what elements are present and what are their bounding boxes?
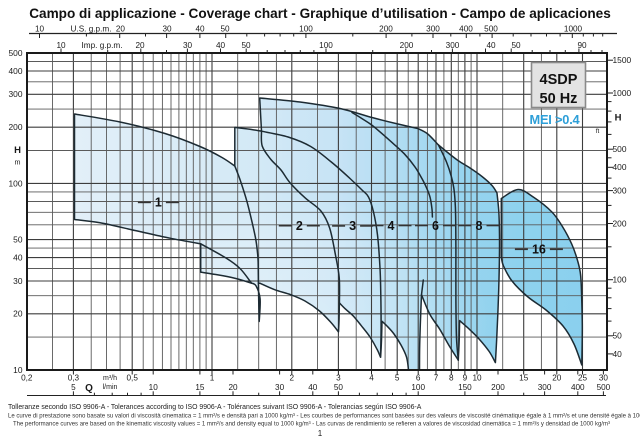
svg-text:7: 7 (434, 374, 439, 383)
svg-text:2: 2 (296, 219, 303, 233)
svg-text:200: 200 (400, 41, 414, 50)
svg-text:100: 100 (9, 178, 23, 188)
svg-text:100: 100 (613, 275, 627, 285)
svg-text:100: 100 (319, 41, 333, 50)
svg-text:6: 6 (432, 219, 439, 233)
svg-text:1000: 1000 (564, 25, 583, 34)
svg-text:30: 30 (13, 276, 23, 286)
svg-text:400: 400 (9, 66, 23, 76)
svg-text:40: 40 (195, 25, 205, 34)
svg-text:20: 20 (228, 383, 238, 392)
svg-text:500: 500 (613, 144, 627, 154)
svg-text:10: 10 (35, 25, 45, 34)
svg-text:20: 20 (552, 374, 562, 383)
svg-text:50: 50 (13, 235, 23, 245)
svg-text:300: 300 (446, 41, 460, 50)
svg-text:1500: 1500 (613, 55, 632, 65)
svg-text:0,3: 0,3 (68, 374, 80, 383)
svg-text:1000: 1000 (613, 88, 632, 98)
svg-text:30: 30 (183, 41, 193, 50)
svg-text:Tolleranze secondo ISO 9906-A: Tolleranze secondo ISO 9906-A - Toleranc… (8, 404, 422, 411)
svg-text:The performance curves are bas: The performance curves are based on the … (13, 422, 610, 428)
svg-text:500: 500 (484, 25, 498, 34)
svg-text:500: 500 (9, 48, 23, 58)
svg-text:1: 1 (155, 196, 162, 210)
svg-text:1: 1 (210, 374, 215, 383)
svg-text:40: 40 (216, 41, 226, 50)
svg-text:20: 20 (116, 25, 126, 34)
svg-text:400: 400 (571, 383, 585, 392)
svg-text:0,2: 0,2 (21, 374, 33, 383)
svg-text:MEI >0.4: MEI >0.4 (530, 112, 581, 127)
svg-text:200: 200 (9, 122, 23, 132)
svg-text:50: 50 (241, 41, 251, 50)
svg-text:4SDP: 4SDP (540, 72, 578, 88)
svg-text:300: 300 (426, 25, 440, 34)
svg-text:100: 100 (299, 25, 313, 34)
svg-text:3: 3 (349, 219, 356, 233)
svg-text:40: 40 (13, 253, 23, 263)
svg-text:50: 50 (511, 41, 521, 50)
svg-text:10: 10 (13, 365, 23, 375)
svg-text:0,5: 0,5 (127, 374, 139, 383)
svg-text:50 Hz: 50 Hz (540, 91, 578, 107)
svg-text:500: 500 (597, 383, 611, 392)
svg-text:ft: ft (596, 128, 600, 135)
svg-text:300: 300 (9, 89, 23, 99)
svg-text:8: 8 (476, 219, 483, 233)
svg-text:400: 400 (459, 25, 473, 34)
svg-text:90: 90 (577, 41, 587, 50)
svg-text:4: 4 (369, 374, 374, 383)
svg-text:40: 40 (613, 349, 623, 359)
svg-text:5: 5 (71, 383, 76, 392)
svg-text:15: 15 (519, 374, 529, 383)
svg-text:10: 10 (149, 383, 159, 392)
svg-text:10: 10 (56, 41, 66, 50)
svg-text:H: H (615, 113, 622, 124)
svg-text:U.S. g.p.m.: U.S. g.p.m. (71, 25, 112, 34)
svg-text:200: 200 (379, 25, 393, 34)
svg-text:1: 1 (318, 429, 323, 438)
svg-text:Imp. g.p.m.: Imp. g.p.m. (82, 41, 123, 50)
svg-text:400: 400 (613, 162, 627, 172)
svg-text:200: 200 (613, 218, 627, 228)
svg-text:30: 30 (599, 374, 609, 383)
svg-text:50: 50 (220, 25, 230, 34)
svg-text:6: 6 (416, 374, 421, 383)
svg-text:25: 25 (578, 374, 588, 383)
svg-text:3: 3 (336, 374, 341, 383)
svg-text:Le curve di prestazione sono b: Le curve di prestazione sono basate su v… (8, 414, 640, 420)
svg-text:10: 10 (472, 374, 482, 383)
svg-text:9: 9 (463, 374, 468, 383)
svg-text:5: 5 (395, 374, 400, 383)
svg-text:200: 200 (491, 383, 505, 392)
svg-text:2: 2 (290, 374, 295, 383)
svg-text:m: m (15, 158, 21, 167)
svg-text:50: 50 (334, 383, 344, 392)
svg-text:H: H (14, 145, 21, 156)
svg-text:40: 40 (308, 383, 318, 392)
svg-text:m³/h: m³/h (103, 375, 117, 382)
svg-text:30: 30 (275, 383, 285, 392)
svg-text:16: 16 (532, 243, 546, 257)
svg-text:300: 300 (538, 383, 552, 392)
svg-text:40: 40 (486, 41, 496, 50)
svg-text:150: 150 (458, 383, 472, 392)
svg-text:100: 100 (411, 383, 425, 392)
svg-text:15: 15 (195, 383, 205, 392)
svg-text:Q: Q (85, 383, 93, 394)
svg-text:l/min: l/min (103, 384, 118, 391)
svg-text:8: 8 (449, 374, 454, 383)
svg-text:20: 20 (135, 41, 145, 50)
svg-text:Campo di applicazione - Covera: Campo di applicazione - Coverage chart -… (29, 6, 611, 21)
svg-text:30: 30 (162, 25, 172, 34)
svg-text:4: 4 (388, 219, 395, 233)
svg-text:300: 300 (613, 186, 627, 196)
svg-text:50: 50 (613, 331, 623, 341)
svg-text:20: 20 (13, 309, 23, 319)
